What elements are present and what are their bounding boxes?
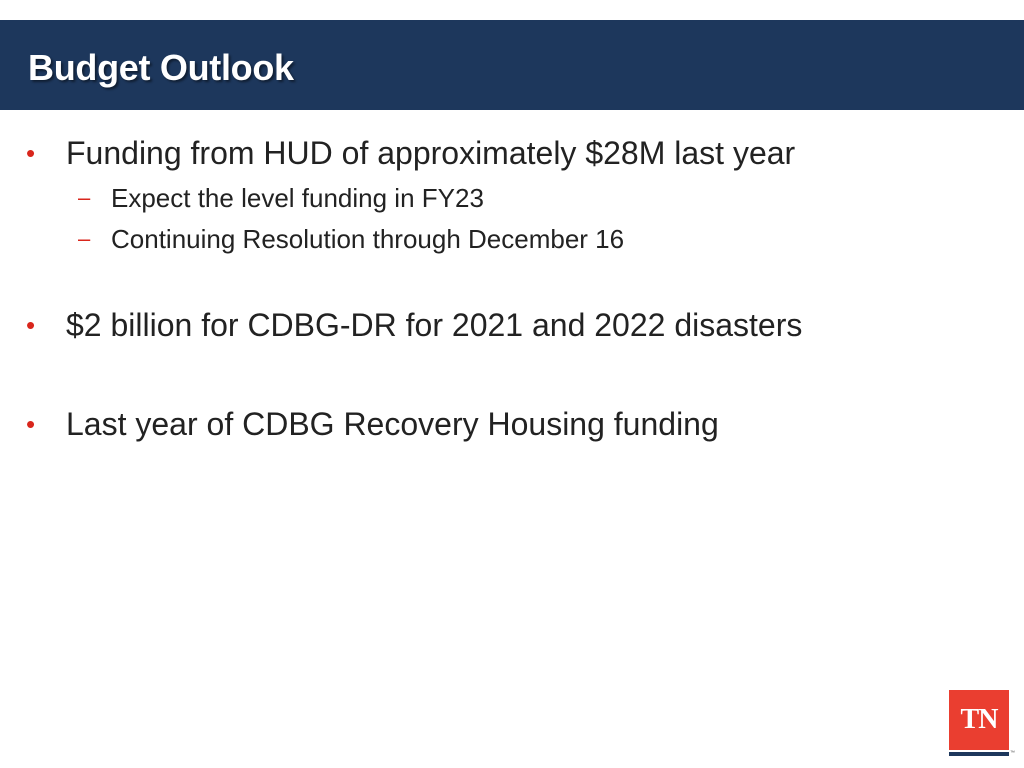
bullet-text: Funding from HUD of approximately $28M l…	[66, 135, 796, 171]
bullet-item: • Funding from HUD of approximately $28M…	[0, 131, 1000, 175]
sub-bullet-marker: –	[78, 185, 91, 210]
sub-bullet-text: Continuing Resolution through December 1…	[111, 224, 625, 254]
bullet-marker: •	[26, 138, 36, 168]
bullet-text: Last year of CDBG Recovery Housing fundi…	[66, 406, 719, 442]
title-bar	[0, 20, 1024, 110]
logo-red-box	[949, 690, 1009, 750]
logo-divider	[949, 750, 1009, 752]
sub-bullet-item: – Continuing Resolution through December…	[0, 222, 1000, 256]
sub-bullet-marker: –	[78, 226, 91, 251]
bullet-item: • $2 billion for CDBG-DR for 2021 and 20…	[0, 303, 1000, 347]
slide-title: Budget Outlook	[28, 47, 294, 88]
logo-text: TN	[960, 704, 999, 735]
logo-underline	[949, 752, 1009, 756]
tennessee-logo-icon: TN ™	[949, 690, 1015, 756]
bullet-marker: •	[26, 409, 36, 439]
bullet-marker: •	[26, 310, 36, 340]
sub-bullet-text: Expect the level funding in FY23	[111, 183, 484, 213]
sub-bullet-item: – Expect the level funding in FY23	[0, 181, 1000, 215]
bullet-text: $2 billion for CDBG-DR for 2021 and 2022…	[66, 307, 803, 343]
logo-trademark: ™	[1010, 750, 1015, 756]
bullet-item: • Last year of CDBG Recovery Housing fun…	[0, 402, 1000, 446]
